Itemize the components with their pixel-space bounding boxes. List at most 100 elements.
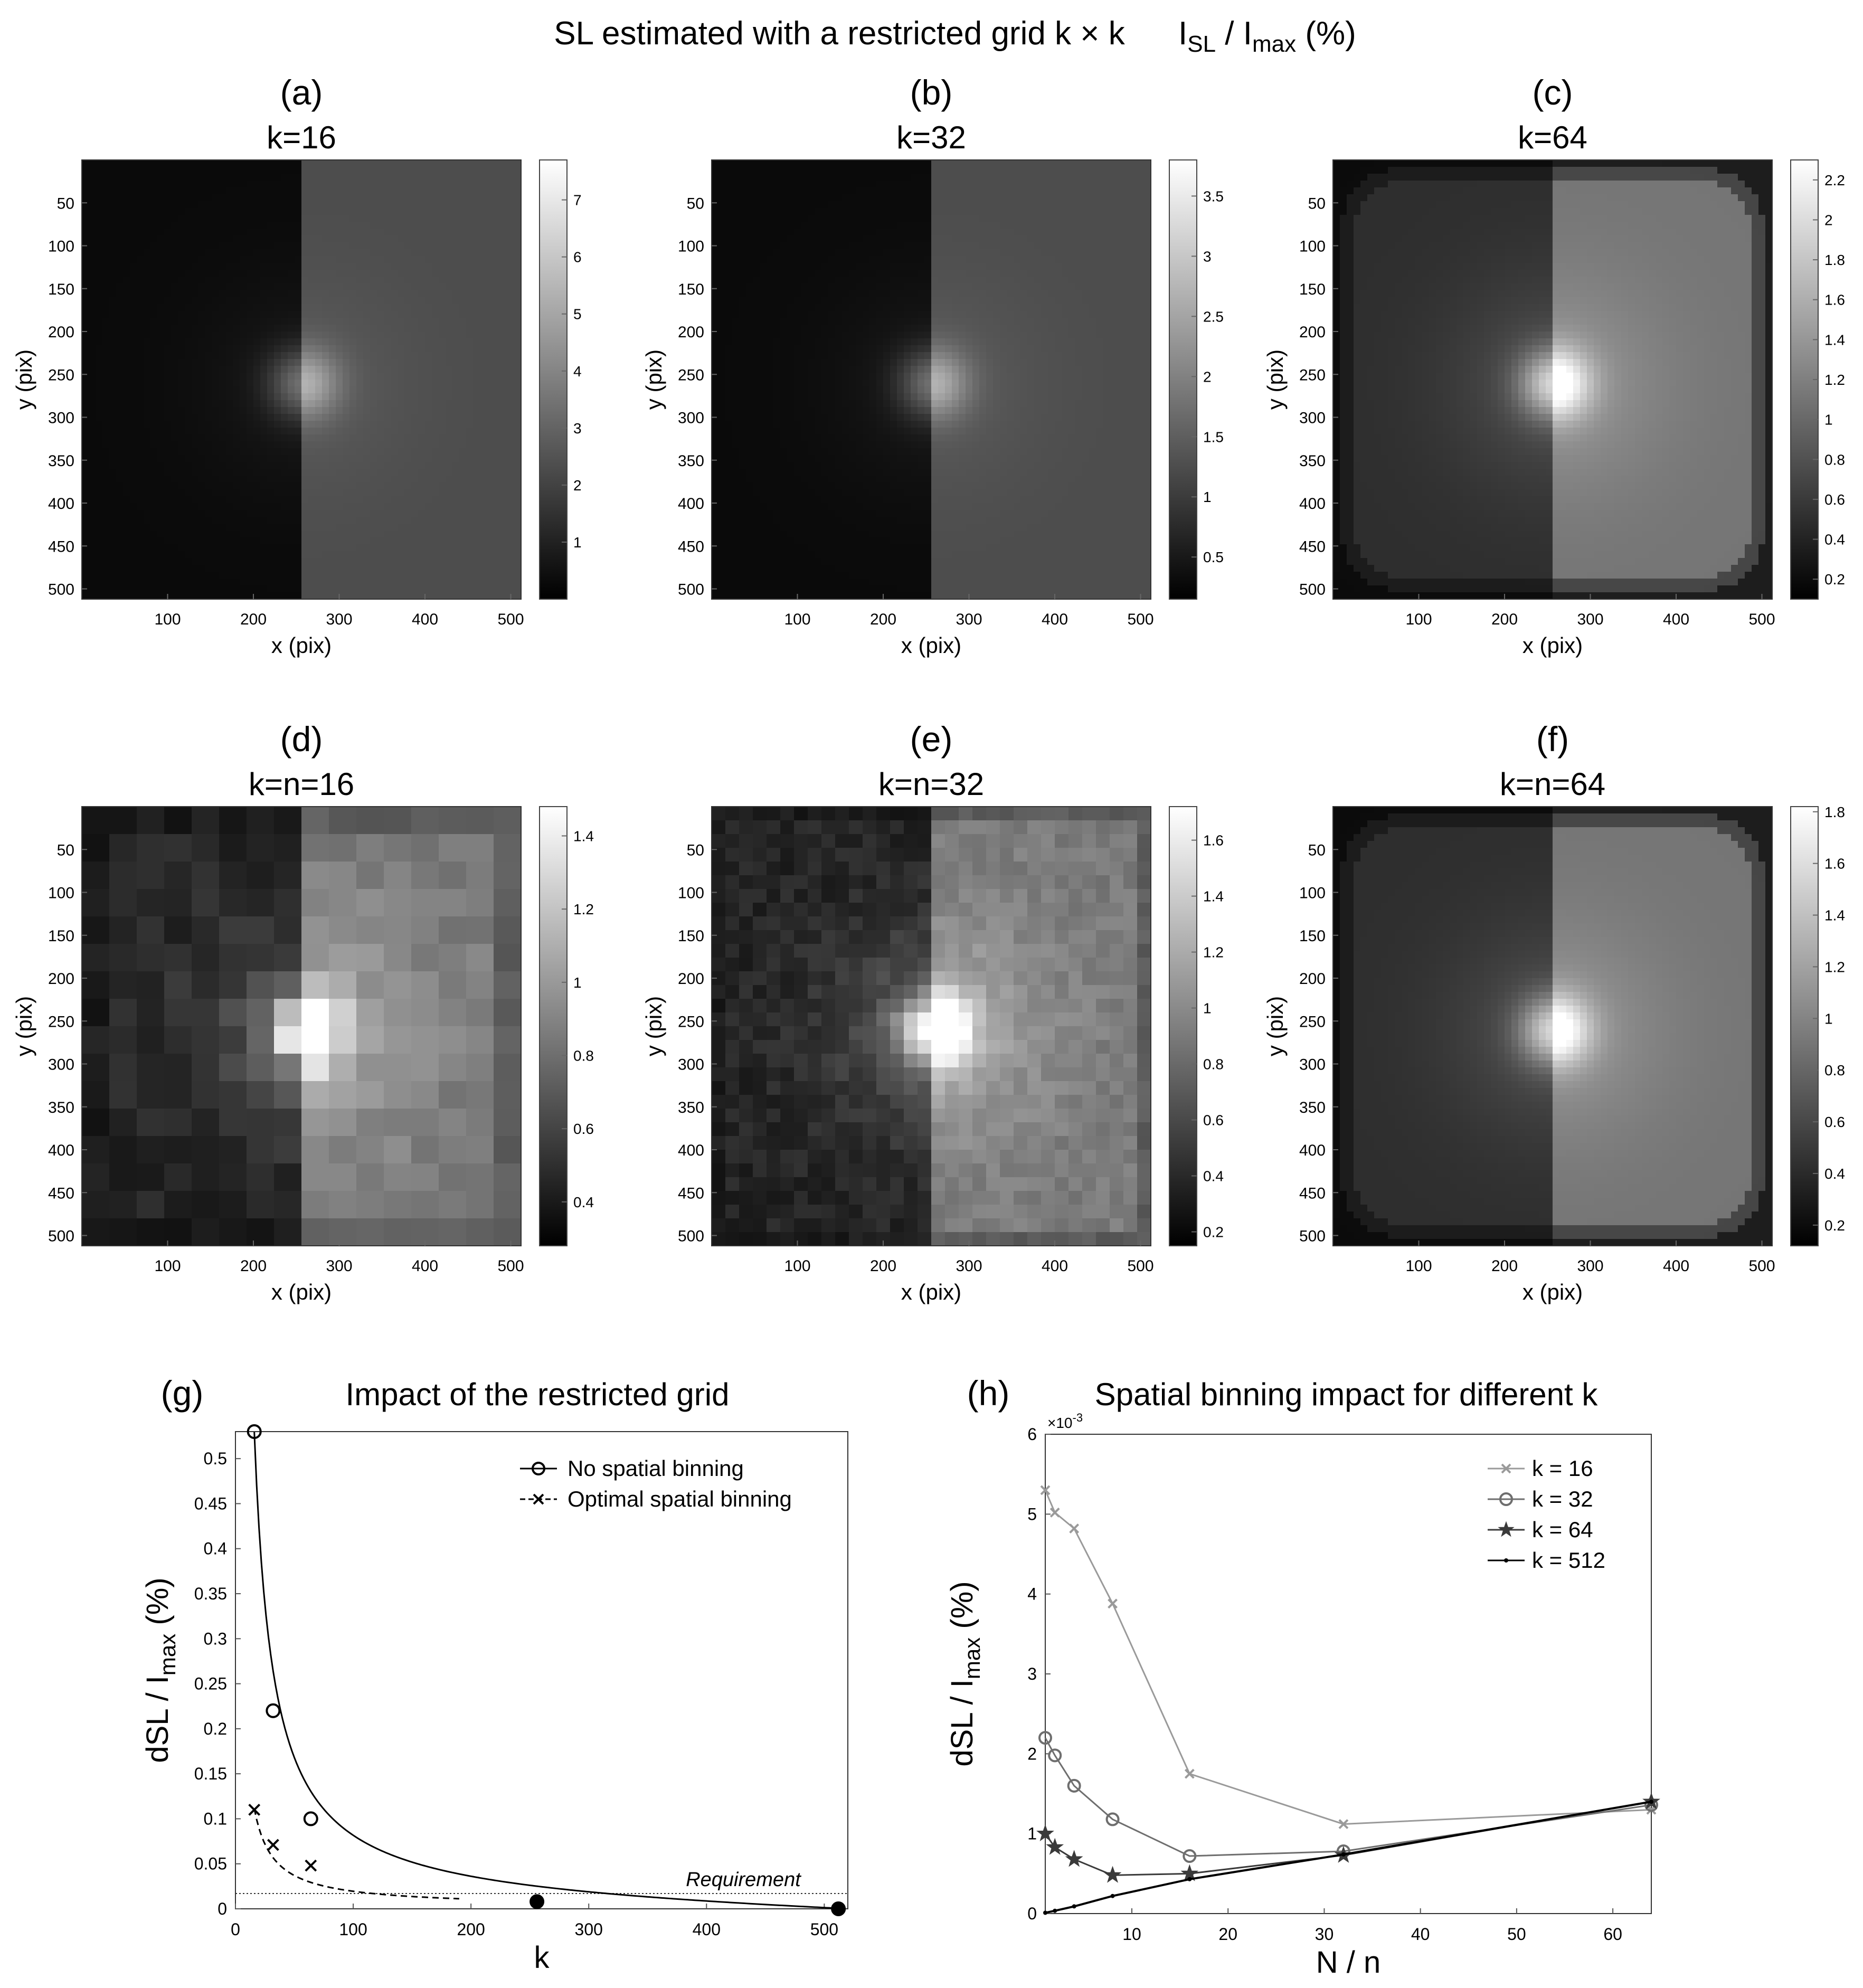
heatmap-cell — [240, 167, 247, 174]
heatmap-cell — [116, 187, 124, 195]
heatmap-cell — [109, 373, 117, 380]
heatmap-cell — [452, 393, 460, 401]
heatmap-cell — [281, 222, 288, 229]
heatmap-cell — [507, 386, 515, 394]
heatmap-cell — [205, 585, 213, 593]
heatmap-cell — [329, 524, 336, 531]
heatmap-cell — [205, 359, 213, 366]
heatmap-cell — [219, 297, 226, 305]
heatmap-cell — [171, 373, 178, 380]
heatmap-cell — [109, 579, 117, 586]
heatmap-cell — [253, 215, 261, 222]
heatmap-cell — [205, 407, 213, 414]
heatmap-cell — [336, 531, 343, 538]
heatmap-cell — [137, 208, 144, 215]
heatmap-cell — [96, 338, 103, 346]
heatmap-cell — [185, 428, 192, 435]
heatmap-cell — [370, 311, 377, 318]
heatmap-cell — [370, 510, 377, 517]
heatmap-cell — [452, 455, 460, 462]
heatmap-cell — [281, 517, 288, 524]
heatmap-cell — [718, 544, 726, 552]
heatmap-cell — [739, 373, 746, 380]
heatmap-cell — [760, 476, 767, 483]
heatmap-cell — [487, 476, 494, 483]
heatmap-cell — [514, 249, 522, 257]
heatmap-cell — [274, 407, 281, 414]
heatmap-cell — [82, 434, 89, 442]
colorbar-title: ISL / Imax (%) — [1178, 15, 1356, 57]
heatmap-cell — [349, 558, 357, 565]
heatmap-cell — [82, 592, 89, 600]
heatmap-cell — [384, 531, 391, 538]
heatmap-cell — [425, 462, 432, 469]
heatmap-cell — [240, 235, 247, 243]
heatmap-cell — [253, 551, 261, 558]
heatmap-cell — [157, 565, 165, 572]
heatmap-cell — [349, 572, 357, 579]
heatmap-cell — [439, 332, 446, 339]
heatmap-cell — [144, 386, 151, 394]
heatmap-cell — [322, 462, 329, 469]
heatmap-cell — [349, 462, 357, 469]
heatmap-cell — [794, 380, 801, 387]
heatmap-cell — [425, 325, 432, 332]
heatmap-cell — [150, 235, 158, 243]
heatmap-cell — [274, 318, 281, 325]
heatmap-cell — [205, 510, 213, 517]
heatmap-cell — [240, 359, 247, 366]
heatmap-cell — [343, 579, 350, 586]
heatmap-cell — [240, 311, 247, 318]
heatmap-cell — [164, 579, 172, 586]
heatmap-cell — [274, 332, 281, 339]
heatmap-cell — [494, 421, 501, 428]
heatmap-cell — [411, 187, 419, 195]
heatmap-cell — [363, 462, 371, 469]
heatmap-cell — [432, 366, 439, 373]
heatmap-cell — [418, 332, 425, 339]
heatmap-cell — [164, 476, 172, 483]
heatmap-cell — [343, 352, 350, 359]
heatmap-cell — [473, 270, 480, 277]
heatmap-cell — [322, 311, 329, 318]
heatmap-cell — [739, 263, 746, 270]
heatmap-cell — [452, 386, 460, 394]
heatmap-cell — [418, 434, 425, 442]
heatmap-cell — [212, 194, 220, 202]
heatmap-cell — [739, 455, 746, 462]
heatmap-cell — [329, 482, 336, 490]
heatmap-cell — [123, 201, 130, 209]
heatmap-cell — [411, 311, 419, 318]
heatmap-cell — [732, 332, 740, 339]
heatmap-cell — [773, 332, 781, 339]
heatmap-cell — [295, 380, 302, 387]
heatmap-cell — [267, 256, 275, 263]
heatmap-cell — [123, 235, 130, 243]
heatmap-cell — [794, 332, 801, 339]
heatmap-cell — [253, 434, 261, 442]
heatmap-cell — [144, 345, 151, 353]
heatmap-cell — [89, 263, 96, 270]
heatmap-cell — [315, 277, 323, 284]
heatmap-cell — [219, 290, 226, 298]
heatmap-cell — [425, 201, 432, 209]
heatmap-cell — [329, 187, 336, 195]
heatmap-cell — [425, 537, 432, 545]
heatmap-cell — [171, 386, 178, 394]
heatmap-cell — [219, 551, 226, 558]
heatmap-cell — [411, 455, 419, 462]
heatmap-cell — [712, 290, 719, 298]
heatmap-cell — [253, 482, 261, 490]
heatmap-cell — [144, 380, 151, 387]
heatmap-cell — [96, 544, 103, 552]
heatmap-cell — [452, 565, 460, 572]
heatmap-cell — [425, 386, 432, 394]
heatmap-cell — [480, 194, 487, 202]
heatmap-cell — [404, 229, 412, 236]
heatmap-cell — [192, 558, 199, 565]
heatmap-cell — [466, 297, 474, 305]
heatmap-cell — [137, 400, 144, 408]
heatmap-cell — [794, 208, 801, 215]
heatmap-cell — [157, 572, 165, 579]
heatmap-cell — [363, 421, 371, 428]
